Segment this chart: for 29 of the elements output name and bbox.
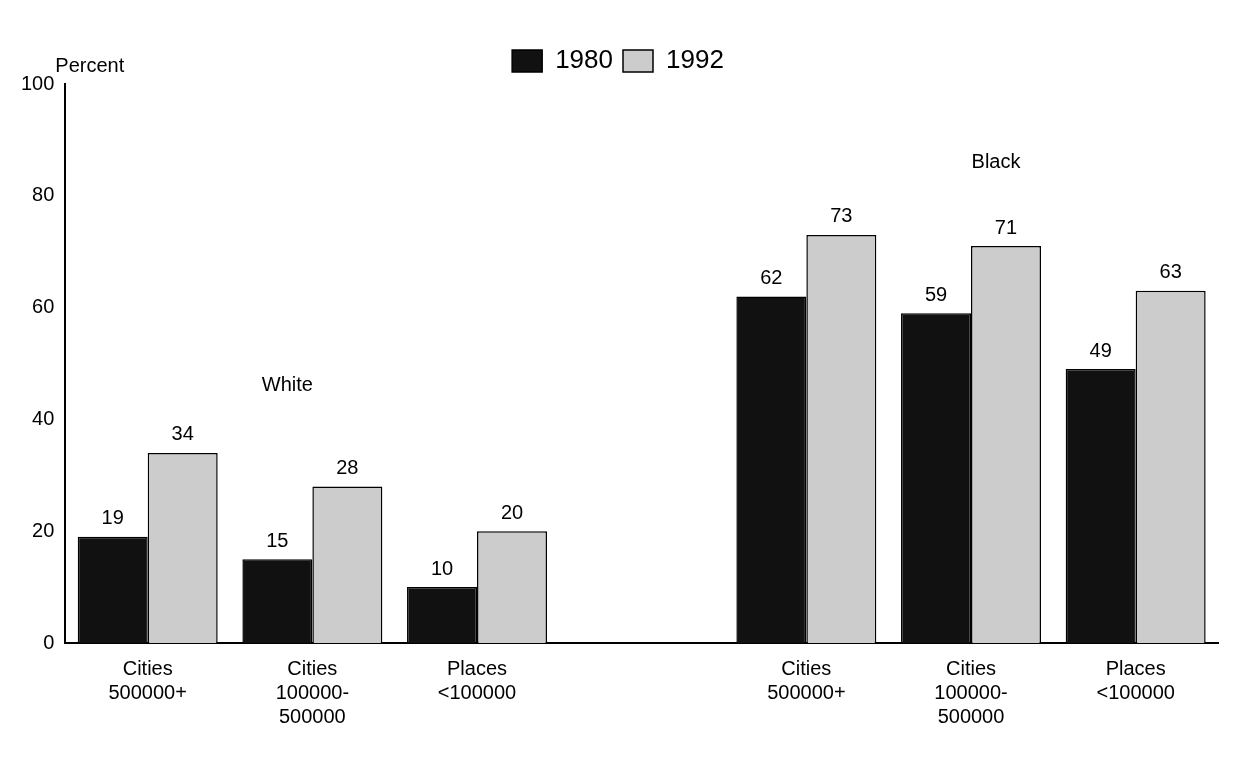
x-tick-label: Cities 100000- 500000	[275, 656, 350, 727]
annotation: Black	[971, 149, 1022, 172]
data-label: 71	[994, 215, 1018, 238]
data-label: 10	[430, 556, 454, 579]
data-label: 20	[500, 500, 524, 523]
data-label: 63	[1159, 260, 1182, 283]
data-label: 49	[1089, 338, 1112, 361]
y-tick-label: 60	[32, 295, 55, 318]
data-label: 34	[171, 422, 194, 445]
data-label: 62	[760, 265, 783, 288]
x-tick-label: Cities 500000+	[767, 656, 846, 703]
y-tick-label: 0	[43, 630, 55, 653]
data-label: 59	[924, 282, 948, 305]
y-tick-label: 100	[20, 71, 55, 94]
x-tick-label: Cities 500000+	[108, 656, 187, 703]
annotation: White	[261, 373, 313, 396]
x-tick-label: Places <100000	[437, 656, 517, 703]
data-label: 15	[266, 528, 289, 551]
legend-label: 1992	[666, 44, 724, 75]
y-axis-title: Percent	[55, 53, 125, 76]
data-label: 73	[830, 204, 853, 227]
legend-label: 1980	[555, 44, 613, 75]
x-tick-label: Cities 100000- 500000	[934, 656, 1008, 727]
y-tick-label: 20	[32, 518, 55, 541]
x-tick-label: Places <100000	[1096, 656, 1175, 703]
y-tick-label: 80	[32, 183, 55, 206]
data-label: 28	[336, 456, 359, 478]
y-tick-label: 40	[32, 406, 55, 429]
data-label: 19	[101, 506, 124, 529]
